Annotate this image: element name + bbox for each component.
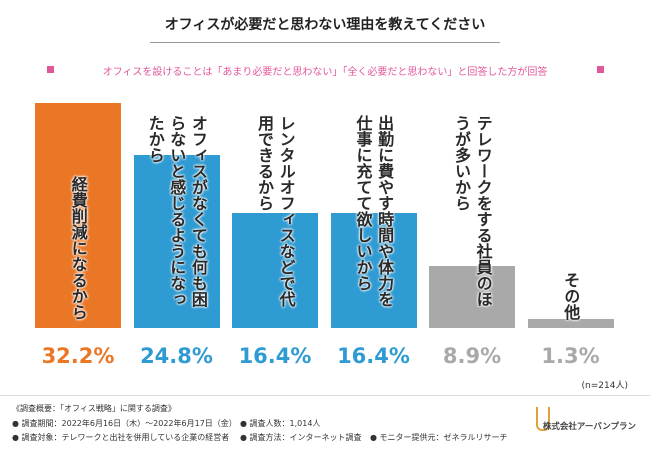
category-label: レンタルオフィスなどで代用できるから	[255, 115, 296, 307]
category-label: 経費削減になるから	[68, 176, 88, 320]
subtitle-marker	[47, 66, 54, 73]
chart-title: オフィスが必要だと思わない理由を教えてください	[164, 17, 486, 33]
logo-icon	[536, 407, 550, 431]
value-label: 24.8%	[140, 344, 213, 368]
value-label: 1.3%	[541, 344, 600, 368]
value-label: 16.4%	[238, 344, 312, 368]
bar	[35, 103, 121, 328]
category-label: その他	[561, 272, 581, 320]
logo-text: 株式会社アーバンプラン	[542, 422, 636, 432]
value-label: 8.9%	[442, 344, 502, 368]
footer-item: ● 調査方法：インターネット調査	[240, 433, 362, 442]
bar	[133, 154, 220, 328]
value-label: 32.2%	[41, 344, 115, 368]
bar	[429, 265, 515, 328]
footer-divider	[0, 395, 650, 396]
footer-item: ● 調査期間：2022年6月16日（木）～2022年6月17日（金）	[12, 419, 237, 428]
footer-item: ● モニター提供元：ゼネラルリサーチ	[370, 433, 508, 442]
subtitle-marker	[597, 66, 604, 73]
category-label: オフィスがなくても何も困らないと感じるようになったから	[145, 115, 208, 307]
footer-heading: 《調査概要：「オフィス戦略」に関する調査》	[12, 404, 176, 413]
title-underline	[150, 42, 500, 43]
sample-note: (n=214人)	[581, 381, 628, 391]
footer-item: ● 調査対象：テレワークと出社を併用している企業の経営者	[12, 433, 230, 442]
footer-item: ● 調査人数：1,014人	[240, 419, 321, 428]
value-label: 16.4%	[337, 344, 410, 368]
category-label: テレワークをする社員のほうが多いから	[452, 115, 493, 307]
category-label: 出勤に費やす時間や体力を仕事に充てて欲しいから	[353, 115, 395, 307]
bar	[527, 318, 614, 328]
subtitle: オフィスを設けることは「あまり必要だと思わない」「全く必要だと思わない」と回答し…	[102, 67, 548, 78]
bar	[330, 213, 417, 328]
bar	[232, 213, 318, 328]
